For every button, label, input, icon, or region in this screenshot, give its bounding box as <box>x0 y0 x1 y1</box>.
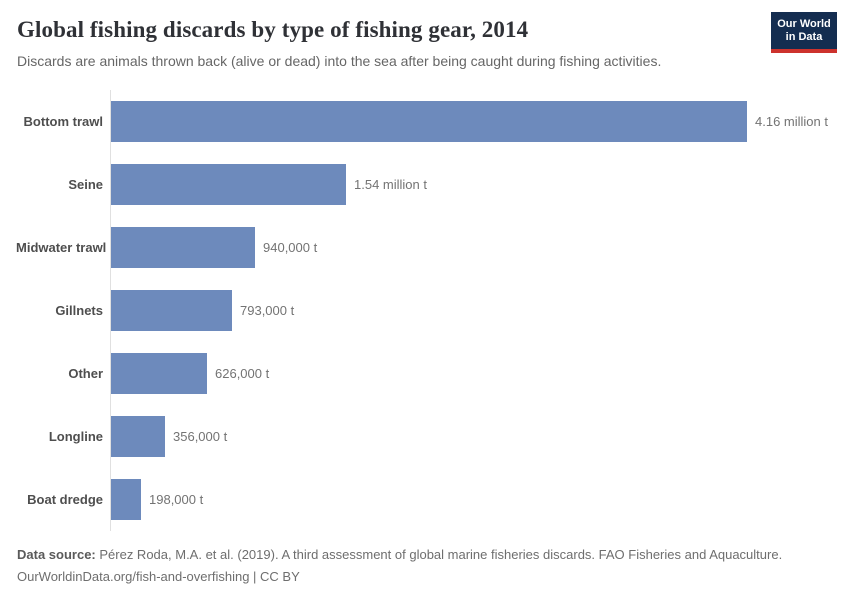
category-label: Longline <box>48 429 103 444</box>
bar <box>111 479 141 520</box>
category-label: Gillnets <box>55 303 103 318</box>
chart-row: Boat dredge 198,000 t <box>16 468 834 531</box>
category-label: Boat dredge <box>27 492 103 507</box>
bar <box>111 416 165 457</box>
bar-value-label: 4.16 million t <box>755 114 828 129</box>
chart-row: Midwater trawl 940,000 t <box>16 216 834 279</box>
chart-row: Other 626,000 t <box>16 342 834 405</box>
bar <box>111 227 255 268</box>
bar-value-label: 940,000 t <box>263 240 318 255</box>
chart-footer: Data source: Pérez Roda, M.A. et al. (20… <box>17 544 834 588</box>
category-label: Other <box>68 366 103 381</box>
data-source-label: Data source: <box>17 547 96 562</box>
bar-track: 626,000 t <box>110 342 834 405</box>
bar-value-label: 198,000 t <box>149 492 204 507</box>
logo-line2: in Data <box>785 30 823 43</box>
bar-value-label: 356,000 t <box>173 429 228 444</box>
chart-row: Bottom trawl 4.16 million t <box>16 90 834 153</box>
bar-value-label: 626,000 t <box>215 366 270 381</box>
owid-link-line[interactable]: OurWorldinData.org/fish-and-overfishing … <box>17 569 300 584</box>
chart-row: Gillnets 793,000 t <box>16 279 834 342</box>
chart-row: Longline 356,000 t <box>16 405 834 468</box>
chart-title: Global fishing discards by type of fishi… <box>17 17 529 42</box>
bar-track: 1.54 million t <box>110 153 834 216</box>
logo-line1: Our World <box>777 17 831 30</box>
chart-header: Global fishing discards by type of fishi… <box>0 0 850 71</box>
chart-subtitle: Discards are animals thrown back (alive … <box>17 53 662 69</box>
data-source-text: Pérez Roda, M.A. et al. (2019). A third … <box>95 547 783 562</box>
category-label: Seine <box>68 177 103 192</box>
data-source-line: Data source: Pérez Roda, M.A. et al. (20… <box>17 544 834 566</box>
category-label: Midwater trawl <box>16 240 107 255</box>
bar <box>111 290 232 331</box>
chart-row: Seine 1.54 million t <box>16 153 834 216</box>
bar-chart: Bottom trawl 4.16 million t Seine 1.54 m… <box>16 90 834 531</box>
owid-logo[interactable]: Our World in Data <box>771 12 837 53</box>
bar-track: 198,000 t <box>110 468 834 531</box>
bar-value-label: 793,000 t <box>240 303 295 318</box>
bar-value-label: 1.54 million t <box>354 177 427 192</box>
category-label: Bottom trawl <box>23 114 103 129</box>
bar-track: 793,000 t <box>110 279 834 342</box>
bar-track: 356,000 t <box>110 405 834 468</box>
bar <box>111 101 747 142</box>
bar <box>111 164 346 205</box>
bar-track: 4.16 million t <box>110 90 834 153</box>
bar <box>111 353 207 394</box>
bar-track: 940,000 t <box>110 216 834 279</box>
